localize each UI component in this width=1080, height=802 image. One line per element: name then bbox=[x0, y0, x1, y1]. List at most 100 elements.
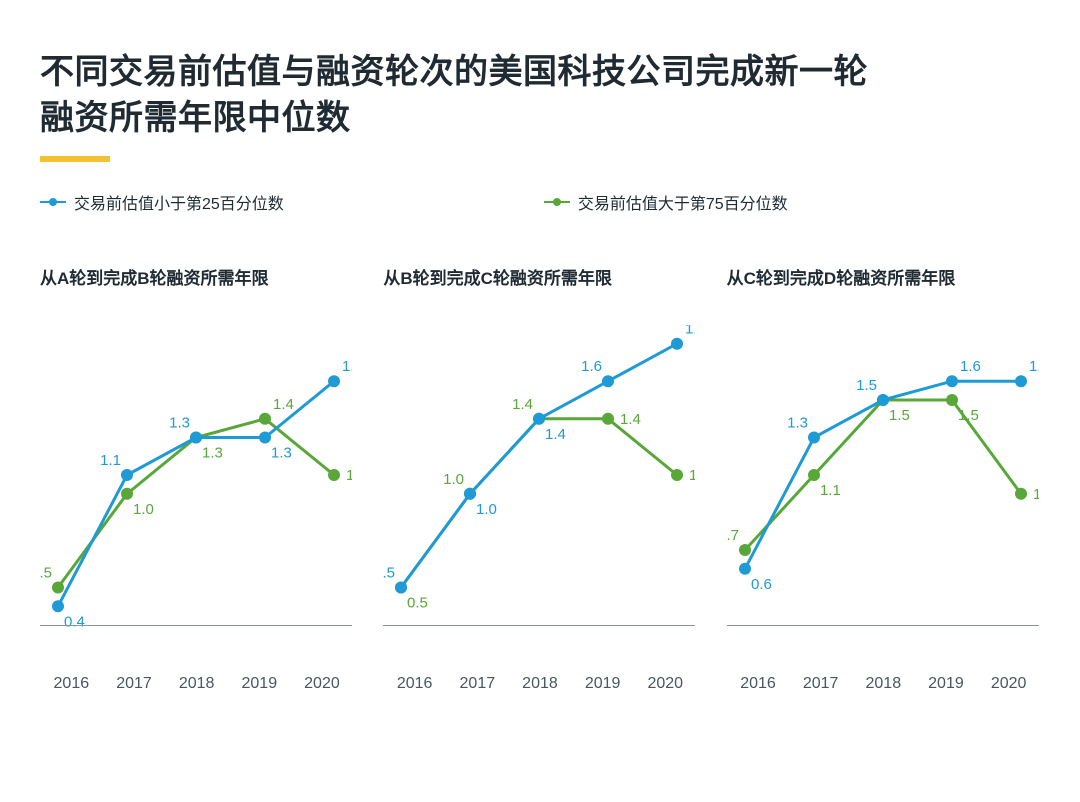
series-green-line bbox=[401, 419, 677, 588]
chart-svg: 0.51.01.31.41.10.41.11.31.31.6 bbox=[40, 325, 352, 627]
x-tick-label: 2020 bbox=[977, 675, 1040, 693]
series-blue-datalabel: 0.5 bbox=[383, 564, 395, 581]
series-green-datalabel: 1.5 bbox=[958, 407, 979, 424]
x-tick-label: 2016 bbox=[727, 675, 790, 693]
series-blue-line bbox=[58, 381, 334, 606]
series-green-line bbox=[58, 419, 334, 588]
series-green-datalabel: 1.0 bbox=[133, 501, 154, 518]
series-blue-datalabel: 0.6 bbox=[751, 576, 772, 593]
series-blue-marker bbox=[190, 431, 202, 443]
chart: 0.7 1.1 1.5 1.5 1.0 0.6 1.3 1.5 1.6 1.6 bbox=[727, 325, 1039, 665]
title-line-1: 不同交易前估值与融资轮次的美国科技公司完成新一轮 bbox=[40, 53, 868, 91]
x-tick-label: 2017 bbox=[103, 675, 166, 693]
x-tick-label: 2017 bbox=[446, 675, 509, 693]
x-tick-label: 2018 bbox=[852, 675, 915, 693]
series-blue-marker bbox=[533, 413, 545, 425]
series-blue-marker bbox=[946, 375, 958, 387]
legend-swatch-blue bbox=[40, 201, 66, 203]
x-tick-label: 2019 bbox=[228, 675, 291, 693]
series-blue-datalabel: 1.6 bbox=[1029, 358, 1039, 375]
x-tick-label: 2019 bbox=[915, 675, 978, 693]
x-tick-label: 2020 bbox=[634, 675, 697, 693]
panels: 从A轮到完成B轮融资所需年限 0.5 1.0 1.3 1.4 1.1 0.4 1.1 1.3 1.… bbox=[40, 264, 1040, 693]
legend-label-green: 交易前估值大于第75百分位数 bbox=[578, 190, 788, 214]
series-blue-datalabel: 1.5 bbox=[856, 377, 877, 394]
series-green-datalabel: 1.4 bbox=[512, 396, 533, 413]
chart-svg: 0.7 1.1 1.5 1.5 1.0 0.6 1.3 1.5 1.6 1.6 bbox=[727, 325, 1039, 627]
series-green-datalabel: 1.3 bbox=[202, 444, 223, 461]
title-line-2: 融资所需年限中位数 bbox=[40, 99, 351, 137]
series-green-marker bbox=[121, 488, 133, 500]
panel-1: 从B轮到完成C轮融资所需年限 0.5 1.0 1.4 1.4 1.1 0.5 1.0 1.4 1.… bbox=[383, 264, 696, 693]
series-blue-datalabel: 1.6 bbox=[960, 358, 981, 375]
series-blue-line bbox=[401, 343, 677, 587]
x-tick-label: 2016 bbox=[383, 675, 446, 693]
series-green-datalabel: 1.1 bbox=[689, 467, 695, 484]
series-blue-datalabel: 1.3 bbox=[271, 444, 292, 461]
title-underline bbox=[40, 156, 110, 162]
series-green-datalabel: 0.7 bbox=[727, 527, 739, 544]
chart: 0.51.01.31.41.10.41.11.31.31.6 bbox=[40, 325, 352, 665]
series-green-marker bbox=[328, 469, 340, 481]
chart-svg: 0.5 1.0 1.4 1.4 1.1 0.5 1.0 1.4 1.6 1.8 bbox=[383, 325, 695, 627]
series-green-datalabel: 1.4 bbox=[620, 411, 641, 428]
panel-title: 从B轮到完成C轮融资所需年限 bbox=[383, 264, 696, 289]
chart: 0.5 1.0 1.4 1.4 1.1 0.5 1.0 1.4 1.6 1.8 bbox=[383, 325, 695, 665]
series-blue-marker bbox=[328, 375, 340, 387]
series-blue-datalabel: 1.4 bbox=[545, 426, 566, 443]
series-blue-datalabel: 1.8 bbox=[685, 325, 695, 338]
series-blue-datalabel: 1.1 bbox=[100, 452, 121, 469]
x-axis-labels: 20162017201820192020 bbox=[727, 665, 1040, 693]
series-blue-datalabel: 1.0 bbox=[476, 501, 497, 518]
series-blue-marker bbox=[259, 431, 271, 443]
series-blue-marker bbox=[739, 563, 751, 575]
series-green-datalabel: 1.4 bbox=[273, 396, 294, 413]
panel-title: 从A轮到完成B轮融资所需年限 bbox=[40, 264, 353, 289]
series-blue-marker bbox=[395, 581, 407, 593]
series-blue-marker bbox=[464, 488, 476, 500]
x-axis-labels: 20162017201820192020 bbox=[383, 665, 696, 693]
series-blue-marker bbox=[1015, 375, 1027, 387]
x-tick-label: 2018 bbox=[165, 675, 228, 693]
legend: 交易前估值小于第25百分位数 交易前估值大于第75百分位数 bbox=[40, 190, 1040, 214]
series-green-marker bbox=[739, 544, 751, 556]
x-tick-label: 2016 bbox=[40, 675, 103, 693]
legend-label-blue: 交易前估值小于第25百分位数 bbox=[74, 190, 284, 214]
panel-0: 从A轮到完成B轮融资所需年限0.51.01.31.41.10.41.11.31.… bbox=[40, 264, 353, 693]
series-green-datalabel: 1.0 bbox=[1033, 486, 1039, 503]
series-blue-marker bbox=[877, 394, 889, 406]
x-tick-label: 2017 bbox=[789, 675, 852, 693]
x-axis-labels: 20162017201820192020 bbox=[40, 665, 353, 693]
series-green-datalabel: 0.5 bbox=[407, 594, 428, 611]
series-green-marker bbox=[52, 581, 64, 593]
series-blue-marker bbox=[121, 469, 133, 481]
legend-item-green: 交易前估值大于第75百分位数 bbox=[544, 190, 788, 214]
series-green-marker bbox=[946, 394, 958, 406]
series-green-datalabel: 1.5 bbox=[889, 407, 910, 424]
series-green-marker bbox=[602, 413, 614, 425]
series-green-datalabel: 0.5 bbox=[40, 564, 52, 581]
page-title: 不同交易前估值与融资轮次的美国科技公司完成新一轮 融资所需年限中位数 bbox=[40, 50, 1040, 142]
panel-2: 从C轮到完成D轮融资所需年限 0.7 1.1 1.5 1.5 1.0 0.6 1.3 1.5 1.… bbox=[727, 264, 1040, 693]
series-blue-marker bbox=[52, 600, 64, 612]
series-green-marker bbox=[808, 469, 820, 481]
series-green-marker bbox=[671, 469, 683, 481]
series-green-marker bbox=[259, 413, 271, 425]
x-tick-label: 2019 bbox=[571, 675, 634, 693]
series-blue-datalabel: 1.3 bbox=[787, 414, 808, 431]
series-green-marker bbox=[1015, 488, 1027, 500]
series-blue-datalabel: 0.4 bbox=[64, 613, 85, 627]
series-blue-datalabel: 1.6 bbox=[581, 358, 602, 375]
legend-swatch-green bbox=[544, 201, 570, 203]
legend-item-blue: 交易前估值小于第25百分位数 bbox=[40, 190, 284, 214]
series-green-datalabel: 1.1 bbox=[346, 467, 352, 484]
x-tick-label: 2020 bbox=[291, 675, 354, 693]
page: 不同交易前估值与融资轮次的美国科技公司完成新一轮 融资所需年限中位数 交易前估值… bbox=[0, 0, 1080, 802]
series-blue-marker bbox=[602, 375, 614, 387]
series-green-datalabel: 1.0 bbox=[443, 471, 464, 488]
series-blue-marker bbox=[808, 431, 820, 443]
panel-title: 从C轮到完成D轮融资所需年限 bbox=[727, 264, 1040, 289]
series-blue-marker bbox=[671, 337, 683, 349]
series-green-datalabel: 1.1 bbox=[820, 482, 841, 499]
x-tick-label: 2018 bbox=[509, 675, 572, 693]
